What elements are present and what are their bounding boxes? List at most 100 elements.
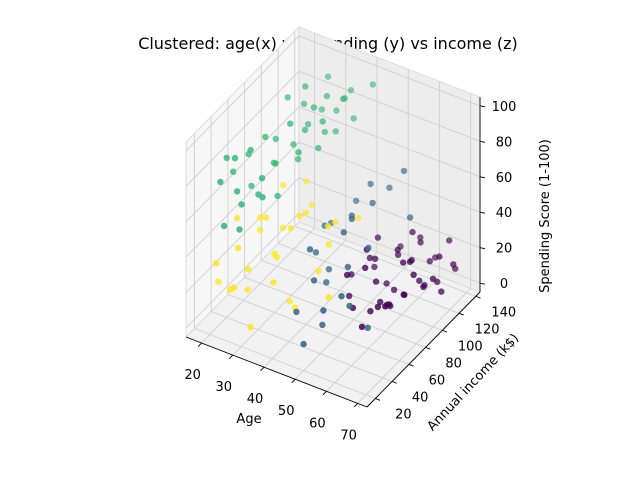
point-cluster2-76 [295, 149, 302, 156]
z-gridline-3 [185, 106, 481, 223]
y-tick-label-4: 100 [458, 339, 483, 354]
point-cluster2-26 [321, 128, 328, 136]
point-cluster3-65 [325, 241, 333, 248]
x-tick-3 [291, 378, 296, 384]
y-tick-5 [458, 312, 464, 316]
y-gridline-4 [260, 65, 443, 331]
point-cluster3-41 [279, 182, 287, 189]
point-cluster2-81 [262, 133, 269, 141]
point-cluster3-69 [256, 214, 264, 221]
x-gridline-5 [357, 93, 472, 404]
point-cluster0-58 [438, 288, 445, 295]
x-gridline-4 [326, 81, 440, 392]
y-gridline-3 [244, 82, 426, 348]
point-cluster2-77 [272, 160, 279, 167]
point-cluster1-80 [312, 249, 320, 256]
point-cluster2-1 [324, 73, 332, 80]
point-cluster0-50 [436, 253, 443, 260]
point-cluster2-20 [340, 95, 347, 103]
point-cluster0-30 [394, 251, 402, 258]
point-cluster1-128 [364, 324, 371, 331]
point-cluster2-121 [233, 188, 241, 195]
z-gridline-1 [185, 177, 481, 294]
y-tick-3 [425, 346, 431, 350]
x-tick-1 [228, 354, 234, 359]
point-cluster3-111 [234, 244, 242, 252]
point-cluster0-29 [426, 258, 433, 265]
x-tick-label-0: 20 [184, 368, 201, 383]
point-cluster2-23 [284, 94, 291, 101]
point-cluster0-57 [416, 277, 423, 284]
point-cluster3-17 [302, 178, 310, 185]
x-tick-2 [260, 366, 265, 372]
point-cluster3-131 [271, 250, 278, 257]
point-cluster0-38 [394, 246, 401, 254]
point-cluster0-115 [374, 303, 382, 311]
point-cluster2-61 [287, 120, 294, 127]
y-gridline-0 [193, 133, 376, 399]
point-cluster1-137 [319, 321, 326, 329]
z-tick-2 [479, 211, 486, 214]
point-cluster3-138 [230, 284, 238, 291]
point-cluster0-73 [346, 292, 353, 300]
z-tick-4 [479, 140, 486, 143]
point-cluster2-42 [294, 156, 302, 163]
point-cluster1-140 [300, 340, 307, 348]
x-axis-label: Age [236, 412, 261, 427]
point-cluster3-118 [270, 279, 277, 286]
point-cluster2-35 [319, 118, 326, 125]
y-gridline-2 [227, 99, 410, 365]
x-gridline-2 [263, 57, 378, 368]
x-axis-line [185, 336, 368, 408]
tick-labels: 2030405060702040608010012014002040608010… [184, 100, 516, 443]
point-cluster0-16 [417, 239, 424, 246]
point-cluster0-105 [367, 308, 374, 315]
x-tick-0 [197, 342, 202, 347]
point-cluster3-66 [302, 209, 310, 217]
x-tick-5 [353, 403, 358, 408]
x-gridline-1 [232, 45, 347, 356]
point-cluster0-55 [390, 286, 398, 293]
y-tick-label-3: 80 [445, 356, 462, 371]
point-cluster1-64 [325, 266, 333, 273]
y-tick-6 [475, 295, 481, 299]
y-tick-label-6: 140 [491, 305, 516, 320]
point-cluster2-6 [318, 106, 325, 113]
point-cluster0-116 [358, 323, 366, 330]
point-cluster1-63 [348, 215, 355, 223]
axis-panes [185, 25, 481, 408]
point-cluster2-2 [369, 81, 376, 88]
point-cluster0-125 [382, 303, 389, 310]
point-cluster3-136 [247, 324, 254, 331]
point-cluster2-12 [323, 92, 331, 100]
z-tick-label-0: 0 [500, 277, 508, 292]
x-tick-label-2: 40 [247, 392, 264, 407]
point-cluster1-113 [344, 263, 352, 271]
z-tick-5 [479, 105, 486, 108]
point-cluster3-93 [296, 212, 303, 219]
x-tick-4 [322, 390, 327, 396]
point-cluster2-53 [315, 144, 322, 152]
z-tick-0 [479, 282, 486, 285]
point-cluster2-52 [301, 126, 309, 134]
point-cluster2-110 [231, 155, 239, 162]
point-cluster2-0 [347, 87, 355, 94]
point-cluster3-107 [262, 214, 270, 221]
point-cluster3-84 [244, 286, 251, 293]
z-tick-1 [479, 247, 486, 250]
z-tick-3 [479, 176, 486, 179]
point-cluster1-9 [386, 184, 393, 191]
point-cluster0-62 [400, 259, 407, 266]
point-cluster1-130 [310, 277, 318, 284]
point-cluster2-4 [350, 115, 357, 122]
y-tick-label-1: 40 [412, 390, 429, 405]
point-cluster1-25 [367, 180, 374, 188]
point-cluster1-139 [320, 307, 327, 314]
point-cluster2-134 [236, 226, 243, 233]
point-cluster0-72 [429, 275, 437, 282]
point-cluster0-32 [450, 261, 457, 268]
z-tick-label-4: 80 [496, 135, 513, 150]
point-cluster2-91 [247, 146, 254, 154]
point-cluster3-119 [287, 225, 294, 232]
